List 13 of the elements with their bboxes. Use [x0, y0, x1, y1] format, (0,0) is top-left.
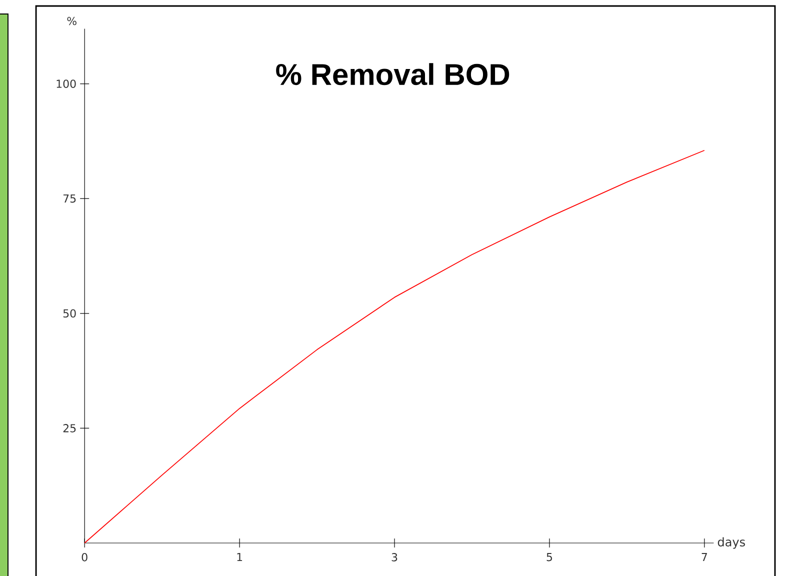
text: % Removal BOD — [276, 63, 510, 86]
y-tick-label: 25 — [63, 424, 76, 432]
x-tick-label: 3 — [392, 553, 398, 562]
line-series — [84, 150, 705, 544]
y-tick-label: 50 — [63, 309, 76, 318]
x-tick-label: 7 — [702, 553, 707, 562]
y-tick-label: 100 — [56, 80, 76, 88]
x-tick-label: 5 — [546, 553, 552, 562]
x-tick-label: 1 — [237, 553, 242, 562]
x-tick-label: 0 — [82, 553, 88, 562]
y-axis-title: % — [67, 16, 76, 26]
x-axis-title: days — [718, 537, 745, 549]
y-tick-label: 75 — [63, 194, 76, 203]
